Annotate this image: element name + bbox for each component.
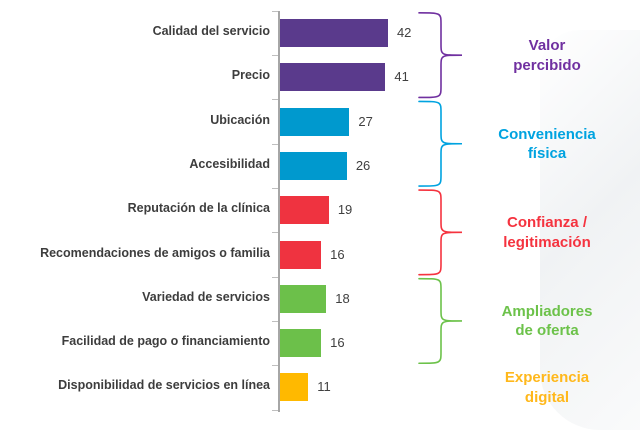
value-label: 27 xyxy=(358,113,373,129)
axis-tick xyxy=(272,409,278,411)
category-label: Facilidad de pago o financiamiento xyxy=(61,334,270,349)
group-brace xyxy=(418,100,463,187)
bar xyxy=(280,107,350,136)
category-label: Variedad de servicios xyxy=(142,289,270,304)
axis-tick xyxy=(272,55,278,57)
axis-tick xyxy=(272,188,278,190)
value-label: 11 xyxy=(317,379,331,395)
axis-tick xyxy=(272,99,278,101)
group-brace xyxy=(418,189,463,276)
bar xyxy=(280,373,309,402)
bar xyxy=(280,240,322,269)
category-label: Ubicación xyxy=(210,112,270,127)
value-label: 16 xyxy=(330,246,345,262)
value-label: 26 xyxy=(355,157,371,173)
group-brace xyxy=(418,277,463,365)
group-label: Confianza / legitimación xyxy=(503,214,591,251)
bar xyxy=(280,329,322,358)
group-label: Experiencia digital xyxy=(504,369,590,406)
bar xyxy=(280,284,327,313)
group-label: Conveniencia física xyxy=(498,125,596,163)
bar xyxy=(280,151,347,180)
axis-tick xyxy=(272,232,278,234)
category-label: Recomendaciones de amigos o familia xyxy=(40,245,270,260)
value-label: 41 xyxy=(394,69,409,85)
axis-tick xyxy=(272,365,278,367)
bar xyxy=(280,196,329,225)
axis-tick xyxy=(272,276,278,278)
axis-tick xyxy=(272,320,278,322)
bar xyxy=(280,19,388,47)
category-label: Precio xyxy=(231,68,270,83)
axis-tick xyxy=(272,143,278,145)
bar xyxy=(280,63,386,92)
category-label: Disponibilidad de servicios en línea xyxy=(58,378,270,393)
category-label: Calidad del servicio xyxy=(152,24,270,38)
value-label: 42 xyxy=(396,25,412,40)
value-label: 16 xyxy=(330,335,345,351)
group-label: Ampliadores de oferta xyxy=(501,302,593,340)
category-label: Accesibilidad xyxy=(189,156,270,171)
axis-tick xyxy=(272,10,278,12)
category-label: Reputación de la clínica xyxy=(127,201,270,216)
axis-line xyxy=(278,10,280,412)
group-label: Valor percibido xyxy=(513,37,581,74)
value-label: 19 xyxy=(337,202,353,218)
value-label: 18 xyxy=(335,290,350,306)
group-brace xyxy=(418,12,463,99)
